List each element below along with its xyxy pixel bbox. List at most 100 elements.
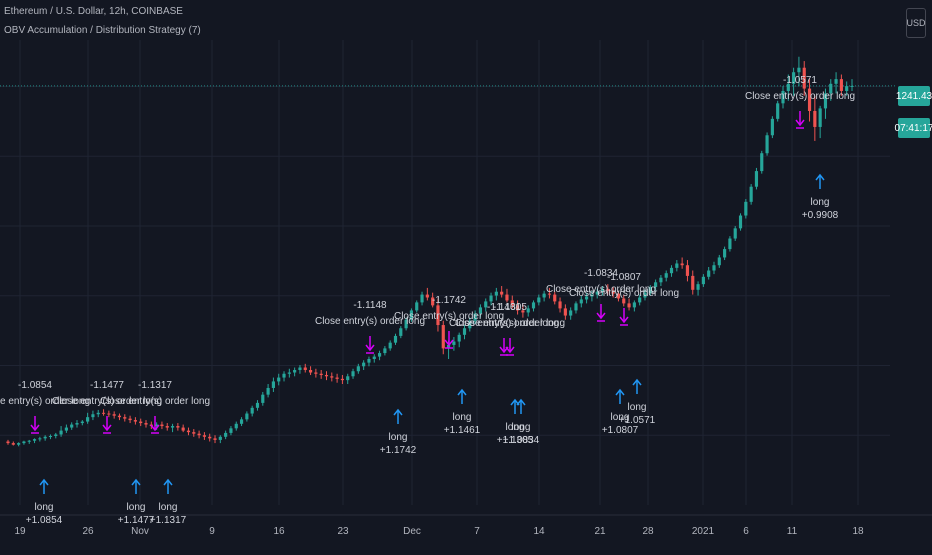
- candle-body: [441, 325, 445, 349]
- entry-label: +1.0834: [503, 435, 540, 446]
- candle-body: [473, 313, 477, 321]
- candle-body: [616, 293, 621, 299]
- entry-label: +1.1477: [118, 515, 155, 526]
- candle-body: [351, 371, 355, 377]
- candle-body: [531, 302, 536, 309]
- candle-body: [797, 67, 801, 73]
- symbol-title[interactable]: Ethereum / U.S. Dollar, 12h, COINBASE: [4, 6, 183, 17]
- study-title[interactable]: OBV Accumulation / Distribution Strategy…: [4, 25, 201, 36]
- candle-body: [340, 378, 344, 381]
- exit-arrow-head: [505, 346, 515, 354]
- candle-body: [409, 310, 414, 320]
- candle-body: [303, 367, 307, 370]
- exit-label: -1.1477: [90, 380, 124, 391]
- exit-label: -1.1317: [138, 380, 172, 391]
- candle-body: [452, 341, 456, 345]
- candle-body: [563, 308, 567, 316]
- exit-arrow-head: [365, 344, 375, 352]
- candle-body: [261, 394, 265, 403]
- candle-body: [542, 293, 546, 298]
- candle-body: [425, 294, 429, 298]
- candle-body: [569, 310, 573, 316]
- candle-body: [600, 288, 605, 292]
- candle-body: [96, 412, 100, 415]
- candle-body: [457, 334, 461, 342]
- exit-label: Close entry(s) order long: [394, 311, 504, 322]
- candle-body: [478, 307, 483, 314]
- candle-body: [186, 430, 191, 433]
- entry-label: +1.0571: [619, 415, 656, 426]
- candle-body: [11, 443, 15, 445]
- exit-label: -1.0807: [607, 272, 641, 283]
- candle-body: [277, 377, 281, 382]
- candle-body: [123, 417, 127, 419]
- candle-body: [553, 294, 557, 302]
- candle-body: [749, 186, 753, 202]
- x-tick-label: 11: [787, 526, 798, 537]
- candle-body: [590, 294, 594, 297]
- candle-body: [723, 249, 727, 258]
- candle-body: [64, 427, 68, 431]
- candle-body: [308, 369, 313, 373]
- candle-body: [717, 257, 721, 266]
- x-tick-label: 23: [337, 526, 349, 537]
- exit-arrow-head: [150, 424, 160, 432]
- candle-body: [112, 414, 116, 416]
- candle-body: [32, 439, 37, 441]
- exit-label: -1.1305: [493, 302, 527, 313]
- exit-label: -1.0571: [783, 75, 817, 86]
- candle-body: [765, 135, 769, 154]
- candle-body: [415, 302, 419, 311]
- candle-body: [287, 372, 291, 374]
- candle-body: [314, 372, 318, 374]
- candle-body: [579, 299, 583, 304]
- candle-body: [170, 426, 175, 428]
- candle-body: [75, 423, 79, 425]
- entry-label: +1.1742: [380, 445, 417, 456]
- candle-body: [160, 424, 164, 427]
- candle-body: [595, 291, 599, 295]
- currency-button[interactable]: USD: [906, 8, 926, 38]
- candle-body: [696, 284, 700, 290]
- candle-body: [255, 402, 260, 408]
- candle-body: [537, 297, 541, 303]
- exit-arrow-head: [102, 424, 112, 432]
- candle-body: [627, 303, 631, 308]
- candles: [6, 56, 854, 447]
- candle-body: [229, 428, 233, 433]
- candle-body: [356, 366, 360, 372]
- exit-arrow-head: [619, 316, 629, 324]
- candle-body: [399, 328, 403, 336]
- candle-body: [786, 83, 790, 91]
- entry-label: +1.0807: [602, 425, 639, 436]
- candle-body: [664, 273, 668, 278]
- bar-countdown-label: 07:41:17: [895, 118, 932, 138]
- entry-arrow-head: [163, 478, 173, 486]
- exit-label: Close entry(s) order long: [449, 318, 559, 329]
- candle-body: [648, 286, 652, 293]
- candle-body: [107, 413, 111, 415]
- candle-body: [293, 369, 297, 373]
- candle-body: [70, 424, 74, 428]
- candle-body: [829, 83, 833, 94]
- entry-label: long: [506, 422, 525, 433]
- entry-arrow-head: [131, 478, 141, 486]
- candle-body: [632, 302, 636, 308]
- candle-body: [489, 295, 493, 302]
- x-tick-label: 19: [14, 526, 26, 537]
- candle-body: [213, 438, 217, 440]
- exit-label: Close entry(s) order long: [546, 284, 656, 295]
- candle-body: [510, 300, 514, 306]
- candle-body: [754, 171, 759, 187]
- candle-body: [606, 288, 610, 291]
- candle-body: [850, 85, 854, 87]
- candle-body: [468, 320, 472, 329]
- candle-body: [691, 275, 695, 290]
- entry-arrow-head: [815, 173, 825, 181]
- candle-body: [197, 433, 201, 436]
- candle-body: [505, 294, 509, 301]
- candle-body: [181, 427, 185, 431]
- exit-label: -1.1742: [432, 295, 466, 306]
